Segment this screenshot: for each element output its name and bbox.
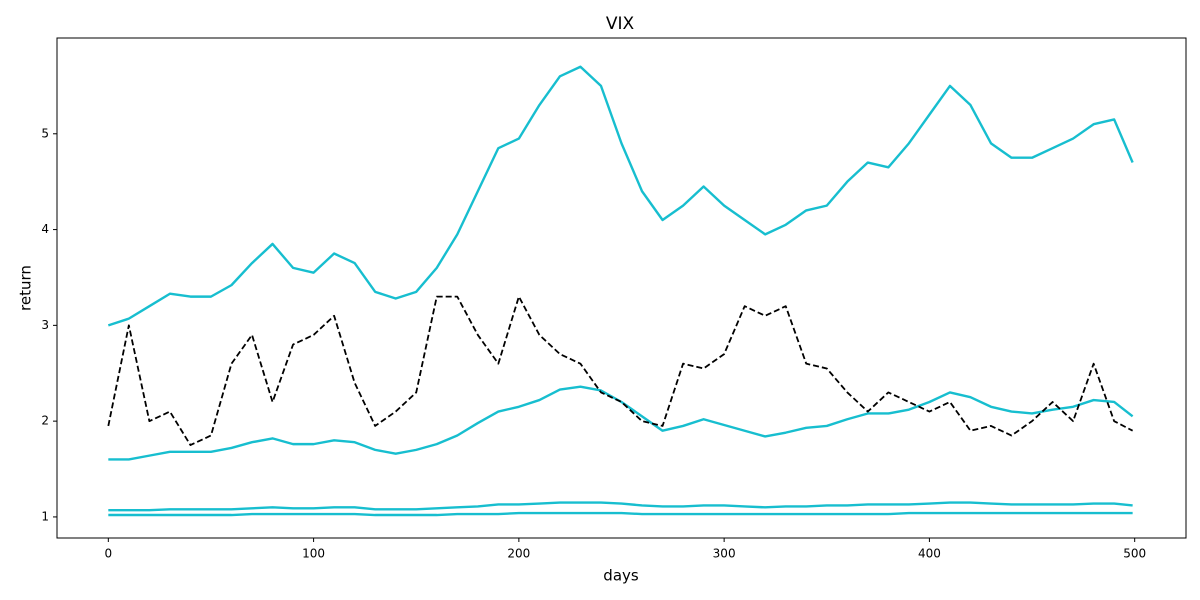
data-line [108, 511, 1133, 517]
data-line [108, 385, 1134, 461]
y-tick-label: 5 [41, 126, 49, 140]
y-tick-label: 4 [41, 222, 49, 236]
x-tick-label: 0 [104, 547, 112, 561]
y-tick-label: 3 [41, 318, 49, 332]
data-line [107, 295, 1134, 446]
chart-title: VIX [606, 14, 635, 34]
y-axis-label: return [17, 265, 35, 311]
x-tick-label: 500 [1123, 547, 1146, 561]
plot-frame [56, 37, 1187, 539]
data-line [108, 501, 1133, 512]
y-tick-label: 2 [41, 414, 49, 428]
x-tick-label: 200 [507, 547, 530, 561]
x-tick-label: 300 [713, 547, 736, 561]
x-tick-label: 400 [918, 547, 941, 561]
x-axis-label: days [603, 567, 639, 585]
x-tick-label: 100 [302, 547, 325, 561]
data-line [107, 65, 1134, 327]
y-tick-label: 1 [41, 509, 49, 523]
